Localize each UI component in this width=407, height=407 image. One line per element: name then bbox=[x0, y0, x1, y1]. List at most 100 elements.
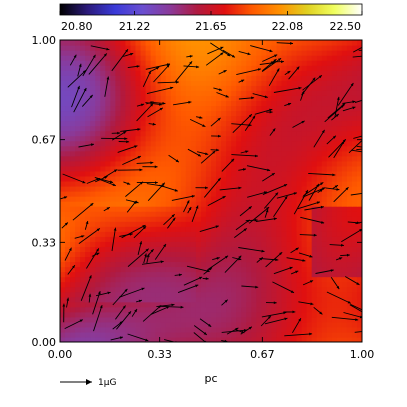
map-cell bbox=[221, 326, 227, 333]
map-cell bbox=[70, 140, 76, 147]
map-cell bbox=[105, 90, 111, 96]
map-cell bbox=[291, 40, 298, 46]
map-cell bbox=[281, 336, 288, 342]
map-cell bbox=[346, 80, 353, 86]
map-cell bbox=[331, 206, 338, 212]
map-cell bbox=[125, 201, 132, 207]
map-cell bbox=[95, 206, 101, 212]
map-cell bbox=[301, 120, 308, 127]
map-cell bbox=[346, 296, 353, 303]
map-cell bbox=[226, 60, 232, 66]
map-cell bbox=[130, 110, 137, 117]
map-cell bbox=[185, 150, 192, 157]
map-cell bbox=[256, 206, 262, 212]
map-cell bbox=[346, 231, 353, 237]
map-cell bbox=[216, 231, 222, 237]
map-cell bbox=[336, 60, 343, 66]
map-cell bbox=[331, 291, 338, 298]
map-cell bbox=[281, 216, 288, 222]
map-cell bbox=[165, 231, 172, 237]
map-cell bbox=[165, 196, 172, 202]
map-cell bbox=[211, 251, 217, 258]
map-cell bbox=[145, 155, 152, 162]
map-cell bbox=[296, 100, 303, 107]
map-cell bbox=[70, 316, 76, 323]
map-cell bbox=[311, 216, 318, 222]
map-cell bbox=[105, 95, 111, 101]
map-cell bbox=[175, 286, 182, 293]
field-vector bbox=[244, 115, 256, 132]
map-cell bbox=[125, 135, 132, 142]
map-cell bbox=[331, 256, 338, 263]
map-cell bbox=[190, 251, 197, 258]
map-cell bbox=[321, 70, 328, 76]
map-cell bbox=[281, 301, 288, 308]
map-cell bbox=[246, 145, 252, 152]
map-cell bbox=[311, 271, 318, 278]
map-cell bbox=[185, 261, 192, 268]
map-cell bbox=[246, 185, 252, 192]
map-cell bbox=[271, 160, 278, 167]
map-cell bbox=[60, 241, 66, 247]
field-vector bbox=[262, 58, 277, 72]
field-vector bbox=[202, 277, 209, 280]
map-cell bbox=[125, 296, 132, 303]
map-cell bbox=[211, 271, 217, 278]
map-cell bbox=[75, 95, 81, 101]
map-cell bbox=[251, 105, 257, 112]
map-cell bbox=[211, 80, 217, 86]
map-cell bbox=[336, 221, 343, 227]
map-cell bbox=[180, 150, 187, 157]
map-cell bbox=[65, 70, 71, 76]
map-cell bbox=[256, 60, 262, 66]
map-cell bbox=[160, 316, 167, 323]
map-cell bbox=[216, 246, 222, 252]
map-cell bbox=[95, 301, 101, 308]
map-cell bbox=[321, 105, 328, 112]
map-cell bbox=[80, 291, 86, 298]
map-cell bbox=[60, 135, 66, 142]
map-cell bbox=[236, 191, 242, 197]
map-cell bbox=[130, 316, 137, 323]
map-cell bbox=[115, 120, 121, 127]
map-cell bbox=[251, 130, 257, 137]
map-cell bbox=[100, 316, 106, 323]
map-cell bbox=[125, 321, 132, 328]
map-cell bbox=[336, 211, 343, 217]
map-cell bbox=[160, 125, 167, 132]
map-cell bbox=[266, 211, 272, 217]
map-cell bbox=[241, 100, 247, 107]
map-cell bbox=[266, 50, 272, 56]
map-cell bbox=[105, 211, 111, 217]
map-cell bbox=[95, 201, 101, 207]
scale-arrow: 1μG bbox=[60, 378, 116, 388]
map-cell bbox=[140, 221, 147, 227]
map-cell bbox=[80, 201, 86, 207]
map-cell bbox=[306, 241, 313, 247]
map-cell bbox=[85, 160, 91, 167]
map-cell bbox=[140, 120, 147, 127]
map-cell bbox=[190, 226, 197, 232]
map-cell bbox=[165, 65, 172, 71]
field-vector bbox=[222, 49, 236, 58]
map-cell bbox=[115, 316, 121, 323]
map-cell bbox=[286, 80, 293, 86]
map-cell bbox=[155, 326, 162, 333]
map-cell bbox=[205, 216, 212, 222]
map-cell bbox=[281, 100, 288, 107]
map-cell bbox=[331, 100, 338, 107]
map-cell bbox=[145, 321, 152, 328]
map-cell bbox=[301, 206, 308, 212]
map-cell bbox=[351, 256, 358, 263]
map-cell bbox=[231, 140, 237, 147]
map-cell bbox=[115, 236, 121, 242]
map-cell bbox=[75, 261, 81, 268]
map-cell bbox=[130, 211, 137, 217]
map-cell bbox=[190, 150, 197, 157]
map-cell bbox=[185, 155, 192, 162]
map-cell bbox=[175, 221, 182, 227]
map-cell bbox=[185, 301, 192, 308]
map-cell bbox=[75, 331, 81, 338]
map-cell bbox=[266, 145, 272, 152]
map-cell bbox=[85, 70, 91, 76]
